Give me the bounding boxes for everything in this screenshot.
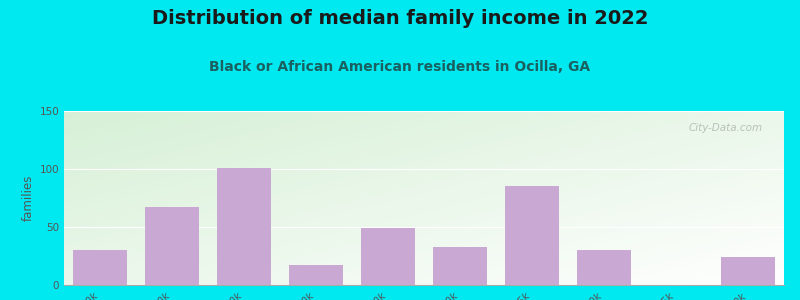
Bar <box>505 186 559 285</box>
Bar <box>145 207 199 285</box>
Bar <box>217 168 271 285</box>
Y-axis label: families: families <box>22 175 35 221</box>
Bar <box>73 250 127 285</box>
Bar <box>577 250 631 285</box>
Bar <box>433 247 487 285</box>
Text: Black or African American residents in Ocilla, GA: Black or African American residents in O… <box>210 60 590 74</box>
Text: City-Data.com: City-Data.com <box>688 123 762 133</box>
Text: Distribution of median family income in 2022: Distribution of median family income in … <box>152 9 648 28</box>
Bar <box>721 257 775 285</box>
Bar <box>361 228 415 285</box>
Bar <box>289 265 343 285</box>
